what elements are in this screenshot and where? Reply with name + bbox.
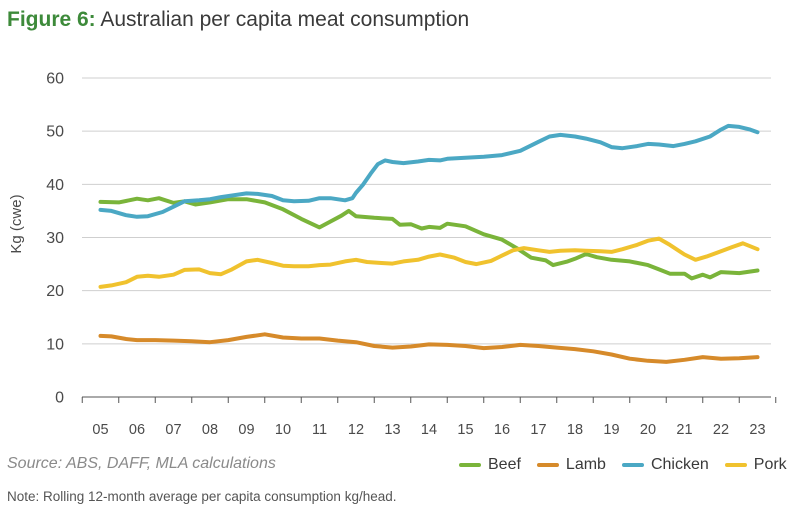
x-tick-label: 05: [92, 422, 108, 438]
legend-label: Lamb: [565, 456, 606, 473]
x-tick-label: 11: [312, 422, 327, 438]
legend-item-beef: Beef: [459, 456, 521, 474]
x-tick-label: 08: [202, 422, 218, 438]
y-tick-label: 40: [46, 177, 64, 194]
x-tick-label: 06: [129, 422, 145, 438]
x-tick-label: 10: [275, 422, 291, 438]
y-axis-label: Kg (cwe): [8, 194, 25, 253]
x-tick-label: 20: [640, 422, 656, 438]
series-line-chicken: [98, 123, 760, 219]
x-tick-label: 22: [713, 422, 729, 438]
figure-title-lead: Figure 6:: [7, 8, 96, 31]
line-chart: 0 10 20 30 40 50 60 05 06 07 08 09 10 11 12 13 14 15 16 17…: [8, 71, 777, 438]
legend-swatch: [621, 463, 644, 467]
gridlines: [82, 77, 771, 345]
legend-label: Chicken: [650, 456, 709, 473]
series-line-lamb: [98, 332, 760, 364]
legend-swatch: [536, 463, 559, 467]
chart-legend: Beef Lamb Chicken Pork: [459, 456, 787, 474]
y-tick-label: 60: [46, 71, 64, 88]
x-tick-label: 12: [348, 422, 364, 438]
x-tick-label: 21: [676, 422, 692, 438]
series-line-pork: [98, 236, 760, 289]
x-tick-label: 07: [165, 422, 181, 438]
x-tick-label: 19: [603, 422, 619, 438]
series-lines: [98, 123, 760, 364]
y-tick-label: 30: [46, 230, 64, 247]
x-tick-label: 17: [530, 422, 546, 438]
x-tick-label: 16: [494, 422, 510, 438]
x-tick-label: 14: [421, 422, 437, 438]
legend-label: Beef: [488, 456, 521, 473]
y-axis-ticks: 0 10 20 30 40 50 60: [46, 71, 64, 407]
legend-label: Pork: [753, 456, 787, 473]
figure-title: Figure 6: Australian per capita meat con…: [7, 8, 469, 32]
x-tick-label: 23: [749, 422, 765, 438]
figure-title-text: Australian per capita meat consumption: [100, 8, 470, 31]
y-tick-label: 50: [46, 124, 64, 141]
x-tick-label: 15: [457, 422, 473, 438]
x-axis: 05 06 07 08 09 10 11 12 13 14 15 16 17 18 19 20 21 22 23: [81, 396, 777, 438]
legend-item-lamb: Lamb: [536, 456, 606, 474]
source-note: Source: ABS, DAFF, MLA calculations: [7, 455, 276, 472]
footnote: Note: Rolling 12-month average per capit…: [7, 489, 397, 504]
series-line-beef: [98, 196, 760, 281]
y-tick-label: 0: [55, 390, 64, 407]
legend-swatch: [724, 463, 747, 467]
y-tick-label: 20: [46, 283, 64, 300]
x-tick-label: 18: [567, 422, 583, 438]
y-tick-label: 10: [46, 336, 64, 353]
x-tick-label: 13: [384, 422, 400, 438]
legend-item-pork: Pork: [724, 456, 787, 474]
legend-item-chicken: Chicken: [621, 456, 709, 474]
x-tick-label: 09: [238, 422, 254, 438]
legend-swatch: [459, 463, 481, 467]
